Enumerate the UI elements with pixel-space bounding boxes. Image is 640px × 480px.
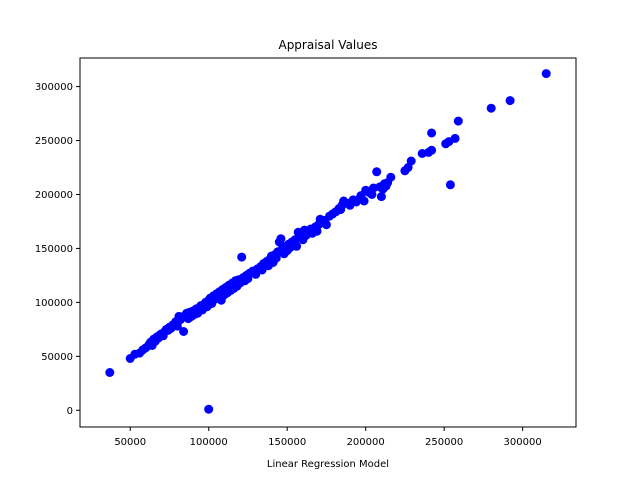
plot-area-frame: [79, 57, 577, 428]
scatter-point: [450, 133, 460, 143]
x-axis-ticks: 50000 100000 150000 200000 250000 300000: [114, 427, 542, 448]
x-tick-label: 250000: [425, 437, 463, 448]
scatter-point: [179, 327, 189, 336]
scatter-point: [204, 404, 214, 414]
y-axis-ticks: 0 50000 100000 150000 200000 250000 300000: [35, 82, 80, 417]
scatter-point: [372, 167, 382, 177]
x-tick-label: 300000: [504, 437, 542, 448]
scatter-point: [292, 241, 302, 251]
scatter-point: [486, 103, 496, 113]
y-tick-label: 200000: [35, 190, 73, 201]
scatter-point: [321, 220, 331, 230]
x-axis-label: Linear Regression Model: [267, 459, 389, 470]
scatter-point: [427, 128, 437, 138]
scatter-point: [376, 192, 386, 202]
x-tick-label: 100000: [190, 437, 228, 448]
scatter-point: [505, 96, 515, 106]
y-tick-label: 150000: [35, 244, 73, 255]
scatter-point: [359, 196, 369, 206]
y-tick-label: 250000: [35, 136, 73, 147]
points-layer: [105, 69, 551, 414]
scatter-point: [105, 368, 115, 377]
x-tick-label: 50000: [114, 437, 146, 448]
scatter-point: [276, 234, 286, 244]
scatter-point: [541, 69, 551, 79]
scatter-point: [406, 156, 416, 166]
scatter-point: [237, 252, 247, 262]
y-tick-label: 100000: [35, 298, 73, 309]
chart-title: Appraisal Values: [278, 38, 377, 52]
x-tick-label: 150000: [268, 437, 306, 448]
scatter-point: [427, 145, 437, 155]
scatter-point: [386, 172, 396, 182]
y-tick-label: 50000: [41, 352, 73, 363]
x-tick-label: 200000: [347, 437, 385, 448]
y-tick-label: 0: [67, 406, 73, 417]
scatter-point: [445, 180, 455, 190]
y-tick-label: 300000: [35, 82, 73, 93]
scatter-point: [453, 116, 463, 126]
